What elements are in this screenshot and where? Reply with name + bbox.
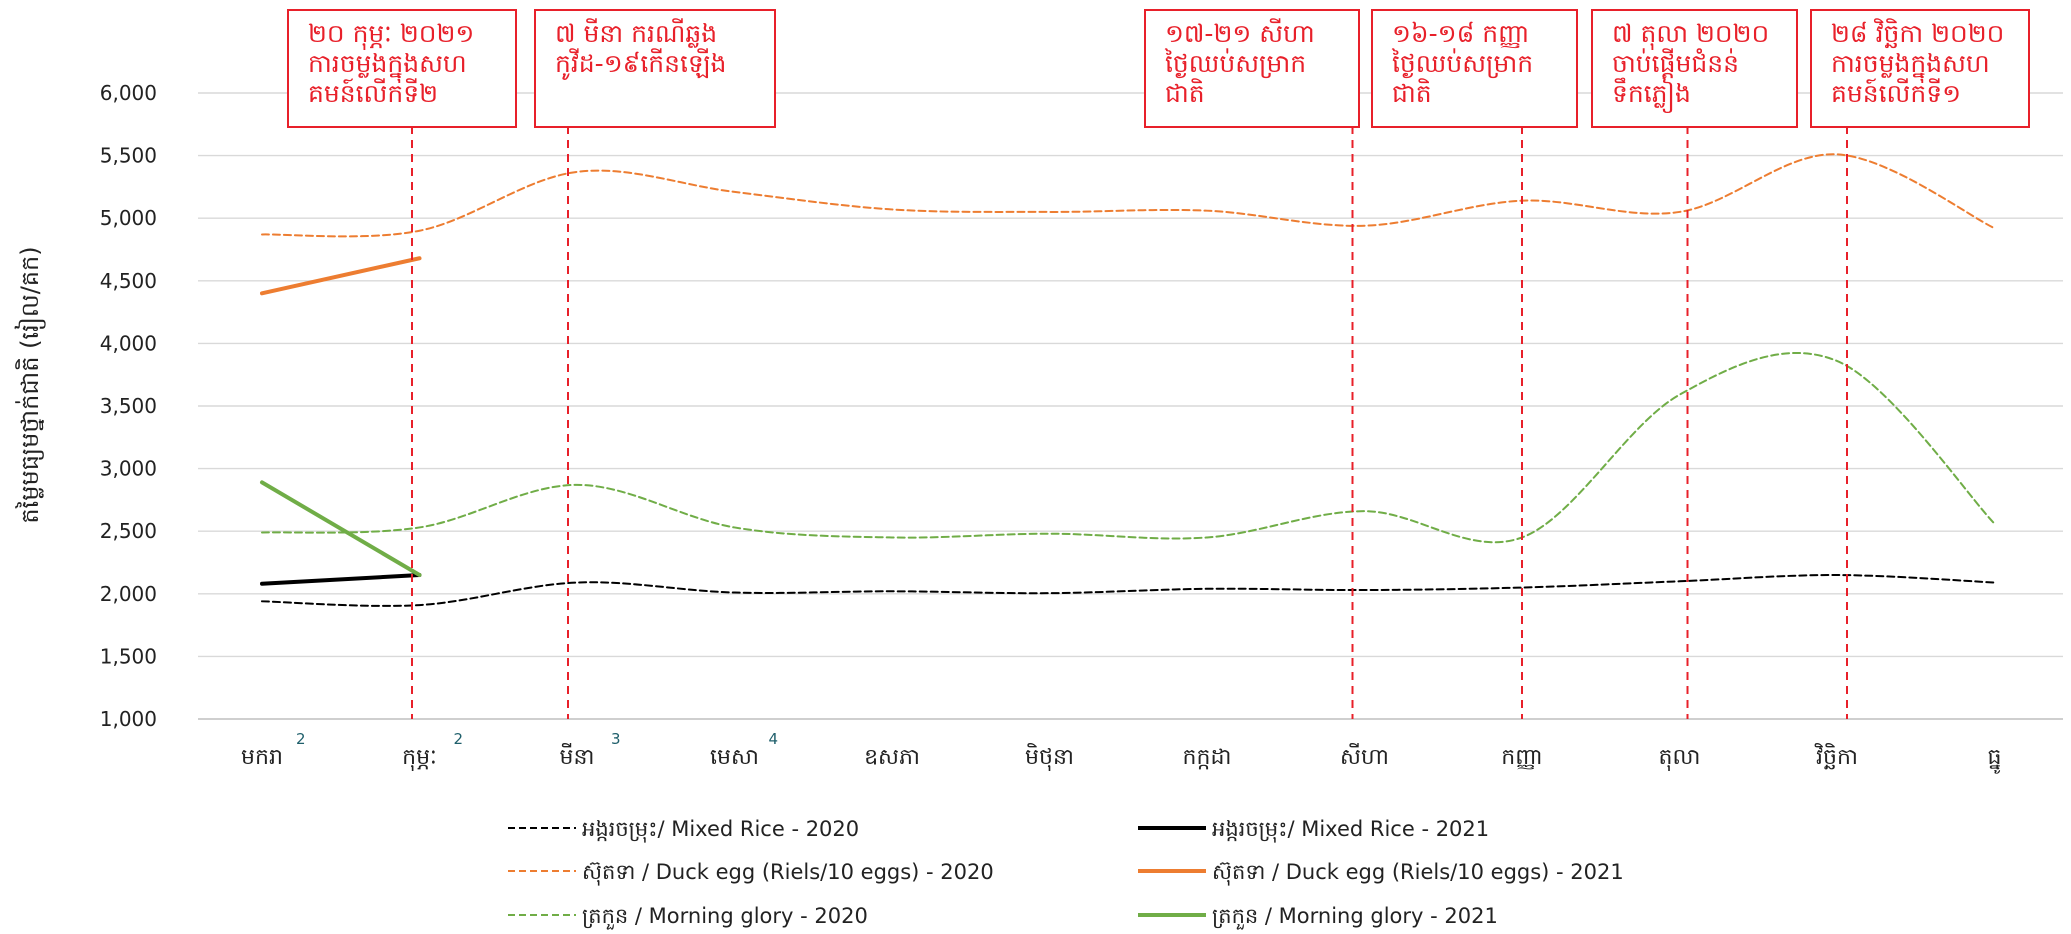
annotation-text: ៧ មីនា ករណីឆ្លង: [555, 18, 717, 48]
x-tick-superscript: 2: [454, 730, 464, 748]
y-tick-label: 6,000: [100, 81, 157, 105]
x-tick-superscript: 3: [611, 730, 621, 748]
annotation-text: ២០ កុម្ភៈ ២០២១: [308, 19, 474, 50]
y-tick-label: 1,500: [100, 644, 157, 668]
annotation-text: ១៧-២១ សីហា: [1165, 18, 1315, 48]
y-tick-label: 5,500: [100, 144, 157, 168]
annotation-text: ថ្ងៃឈប់សម្រាក: [1391, 48, 1533, 79]
series-line-1: [260, 573, 422, 586]
y-tick-label: 2,000: [100, 582, 157, 606]
annotation-box: [1371, 9, 1578, 128]
x-tick-label: កុម្ភៈ: [402, 745, 437, 771]
legend-label: ត្រកួន / Morning glory - 2020: [582, 904, 868, 930]
annotation-box: [534, 9, 776, 128]
x-tick-label: ឧសភា: [864, 745, 920, 770]
x-tick-label: សីហា: [1340, 743, 1389, 770]
x-tick-label: វិច្ឆិកា: [1814, 743, 1858, 770]
legend: អង្ករចម្រុះ/ Mixed Rice - 2020 អង្ករចម្រុ…: [508, 817, 1624, 930]
y-tick-label: 3,500: [100, 394, 157, 418]
annotation-text: គមន៍លើកទី២: [308, 78, 438, 108]
annotation-text: ជាតិ: [1392, 78, 1432, 108]
x-tick-label: ធ្នូ: [1988, 745, 2002, 774]
series-line-4: [261, 352, 1996, 544]
x-tick-label: កញ្ញា: [1501, 745, 1542, 770]
annotation-text: ការចម្លងក្នុងសហ: [308, 49, 467, 83]
annotations: ២០ កុម្ភៈ ២០២១ការចម្លងក្នុងសហគមន៍លើកទី២៧…: [287, 9, 2030, 719]
legend-label: ស៊ុតទា / Duck egg (Riels/10 eggs) - 2021: [1212, 860, 1624, 886]
x-axis-ticks: មករា 2 កុម្ភៈ 2 មីនា 3 មេសា 4 ឧសភា មិថុនា កក្កដា សី…: [241, 730, 2001, 774]
x-tick-superscript: 2: [296, 730, 306, 748]
legend-label: អង្ករចម្រុះ/ Mixed Rice - 2020: [582, 817, 859, 843]
x-tick-label: មីនា: [560, 743, 595, 770]
y-axis-title: តម្លៃមធ្យមថ្នាក់ជាតិ (រៀល/គក): [14, 246, 46, 523]
legend-label: ត្រកួន / Morning glory - 2021: [1212, 904, 1498, 930]
y-tick-label: 3,000: [100, 457, 157, 481]
legend-label: ស៊ុតទា / Duck egg (Riels/10 eggs) - 2020: [582, 860, 994, 886]
annotation-text: ចាប់ផ្តើមជំនន់: [1612, 48, 1739, 79]
x-tick-label: កក្កដា: [1183, 745, 1232, 770]
annotation-text: កូវីដ-១៩កើនឡើង: [555, 48, 726, 80]
series-line-0: [261, 574, 1996, 607]
grid-lines: [198, 92, 2063, 720]
series-line-5: [260, 480, 422, 578]
annotation-text: ៧ តុលា ២០២០: [1612, 19, 1769, 50]
x-tick-label: មិថុនា: [1025, 743, 1074, 771]
annotation-text: គមន៍លើកទី១: [1831, 78, 1961, 108]
y-tick-label: 2,500: [100, 519, 157, 543]
series-lines: [260, 153, 1996, 607]
annotation-text: ការចម្លងក្នុងសហ: [1831, 49, 1990, 83]
annotation-box: [1144, 9, 1360, 128]
y-tick-label: 4,500: [100, 269, 157, 293]
y-tick-label: 5,000: [100, 206, 157, 230]
x-tick-label: តុលា: [1659, 745, 1701, 771]
annotation-text: ទឹកភ្លៀង: [1612, 77, 1691, 113]
y-tick-label: 1,000: [100, 707, 157, 731]
annotation-text: ថ្ងៃឈប់សម្រាក: [1164, 48, 1306, 79]
annotation-text: ជាតិ: [1165, 78, 1205, 108]
x-tick-label: មេសា: [710, 745, 759, 770]
annotation-box: [1591, 9, 1798, 128]
y-axis-ticks: 1,000 1,500 2,000 2,500 3,000 3,500 4,000 4,500…: [100, 81, 157, 731]
annotation-box: [1810, 9, 2030, 128]
y-tick-label: 4,000: [100, 331, 157, 355]
annotation-text: ១៦-១៨ កញ្ញា: [1392, 19, 1529, 49]
legend-label: អង្ករចម្រុះ/ Mixed Rice - 2021: [1212, 817, 1489, 843]
x-tick-label: មករា: [241, 745, 283, 770]
annotation-text: ២៨ វិច្ឆិកា ២០២០: [1831, 18, 2004, 49]
x-tick-superscript: 4: [769, 730, 779, 748]
annotation-box: [287, 9, 517, 128]
series-line-2: [261, 153, 1996, 238]
series-line-3: [260, 256, 422, 296]
